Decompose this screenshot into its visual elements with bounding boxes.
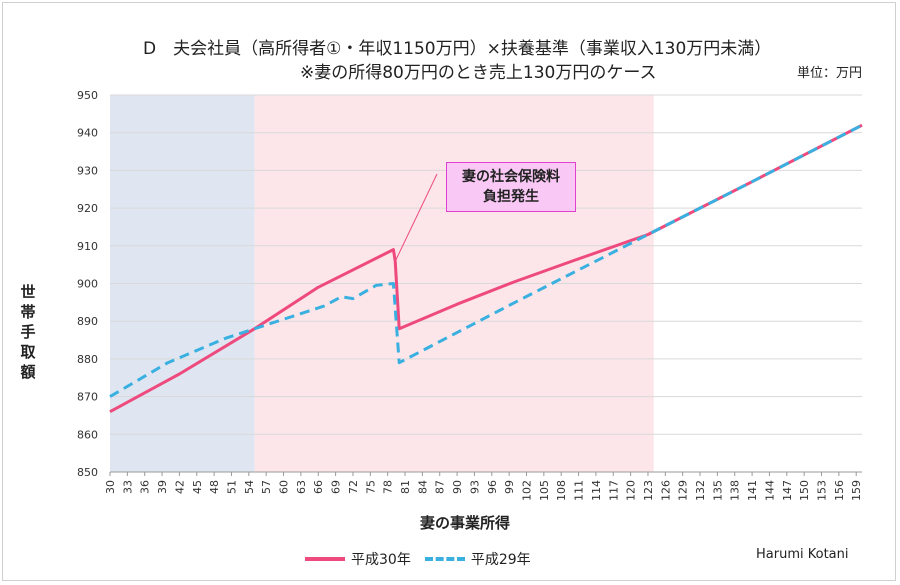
- x-tick-label-84: 84: [416, 480, 429, 494]
- x-tick-label-132: 132: [694, 480, 707, 501]
- x-tick-label-135: 135: [711, 480, 724, 501]
- x-tick-label-39: 39: [156, 480, 169, 494]
- y-tick-label-940: 940: [77, 127, 98, 140]
- x-tick-label-99: 99: [503, 480, 516, 494]
- x-tick-label-111: 111: [573, 480, 586, 501]
- x-tick-label-147: 147: [781, 480, 794, 501]
- x-tick-label-114: 114: [590, 480, 603, 501]
- x-tick-label-81: 81: [399, 480, 412, 494]
- y-tick-label-880: 880: [77, 353, 98, 366]
- y-tick-label-850: 850: [77, 466, 98, 479]
- x-tick-label-96: 96: [486, 480, 499, 494]
- x-tick-label-153: 153: [816, 480, 829, 501]
- x-tick-label-63: 63: [295, 480, 308, 494]
- y-tick-label-920: 920: [77, 202, 98, 215]
- x-tick-label-51: 51: [225, 480, 238, 494]
- x-tick-label-30: 30: [104, 480, 117, 494]
- x-tick-label-123: 123: [642, 480, 655, 501]
- y-tick-label-900: 900: [77, 278, 98, 291]
- annotation-leader-line: [394, 173, 438, 262]
- x-tick-label-141: 141: [746, 480, 759, 501]
- y-tick-label-910: 910: [77, 240, 98, 253]
- credit-text: Harumi Kotani: [756, 547, 849, 562]
- x-tick-label-159: 159: [850, 480, 863, 501]
- x-axis-label: 妻の事業所得: [420, 514, 511, 532]
- x-tick-label-90: 90: [451, 480, 464, 494]
- x-tick-label-78: 78: [382, 480, 395, 494]
- x-tick-label-36: 36: [139, 480, 152, 494]
- y-tick-label-950: 950: [77, 89, 98, 102]
- legend-swatch-h30: [305, 557, 345, 561]
- x-tick-label-57: 57: [260, 480, 273, 494]
- x-tick-label-129: 129: [677, 480, 690, 501]
- x-tick-label-102: 102: [520, 480, 533, 501]
- x-tick-label-93: 93: [468, 480, 481, 494]
- y-tick-label-870: 870: [77, 391, 98, 404]
- unit-label: 単位：万円: [797, 66, 863, 81]
- annotation-line2: 負担発生: [483, 189, 539, 205]
- x-tick-label-150: 150: [798, 480, 811, 501]
- annotation-callout: 妻の社会保険料 負担発生: [446, 162, 576, 212]
- x-tick-label-45: 45: [191, 480, 204, 494]
- x-tick-label-126: 126: [659, 480, 672, 501]
- x-tick-label-144: 144: [763, 480, 776, 501]
- series-line-h29: [109, 123, 863, 398]
- x-tick-label-33: 33: [121, 480, 134, 494]
- x-tick-label-54: 54: [243, 480, 256, 494]
- x-tick-label-156: 156: [833, 480, 846, 501]
- chart-subtitle: ※妻の所得80万円のとき売上130万円のケース: [300, 63, 657, 83]
- x-tick-label-108: 108: [555, 480, 568, 501]
- legend-label-h29: 平成29年: [470, 552, 531, 568]
- y-tick-label-930: 930: [77, 164, 98, 177]
- y-tick-label-890: 890: [77, 315, 98, 328]
- legend-swatch-h29: [424, 557, 465, 561]
- x-tick-label-87: 87: [434, 480, 447, 494]
- x-tick-label-75: 75: [364, 480, 377, 494]
- y-axis-label: 世帯手取額: [20, 283, 36, 381]
- x-tick-label-117: 117: [607, 480, 620, 501]
- x-tick-label-42: 42: [173, 480, 186, 494]
- chart-title: D 夫会社員（高所得者①・年収1150万円）×扶養基準（事業収入130万円未満）: [143, 39, 772, 59]
- x-tick-label-48: 48: [208, 480, 221, 494]
- legend: 平成30年 平成29年: [305, 549, 531, 569]
- x-tick-label-60: 60: [278, 480, 291, 494]
- x-tick-label-69: 69: [330, 480, 343, 494]
- x-tick-label-72: 72: [347, 480, 360, 494]
- x-tick-label-120: 120: [625, 480, 638, 501]
- x-tick-label-138: 138: [729, 480, 742, 501]
- y-tick-label-860: 860: [77, 428, 98, 441]
- x-tick-label-66: 66: [312, 480, 325, 494]
- x-tick-label-105: 105: [538, 480, 551, 501]
- legend-label-h30: 平成30年: [351, 552, 411, 568]
- annotation-line1: 妻の社会保険料: [462, 169, 560, 185]
